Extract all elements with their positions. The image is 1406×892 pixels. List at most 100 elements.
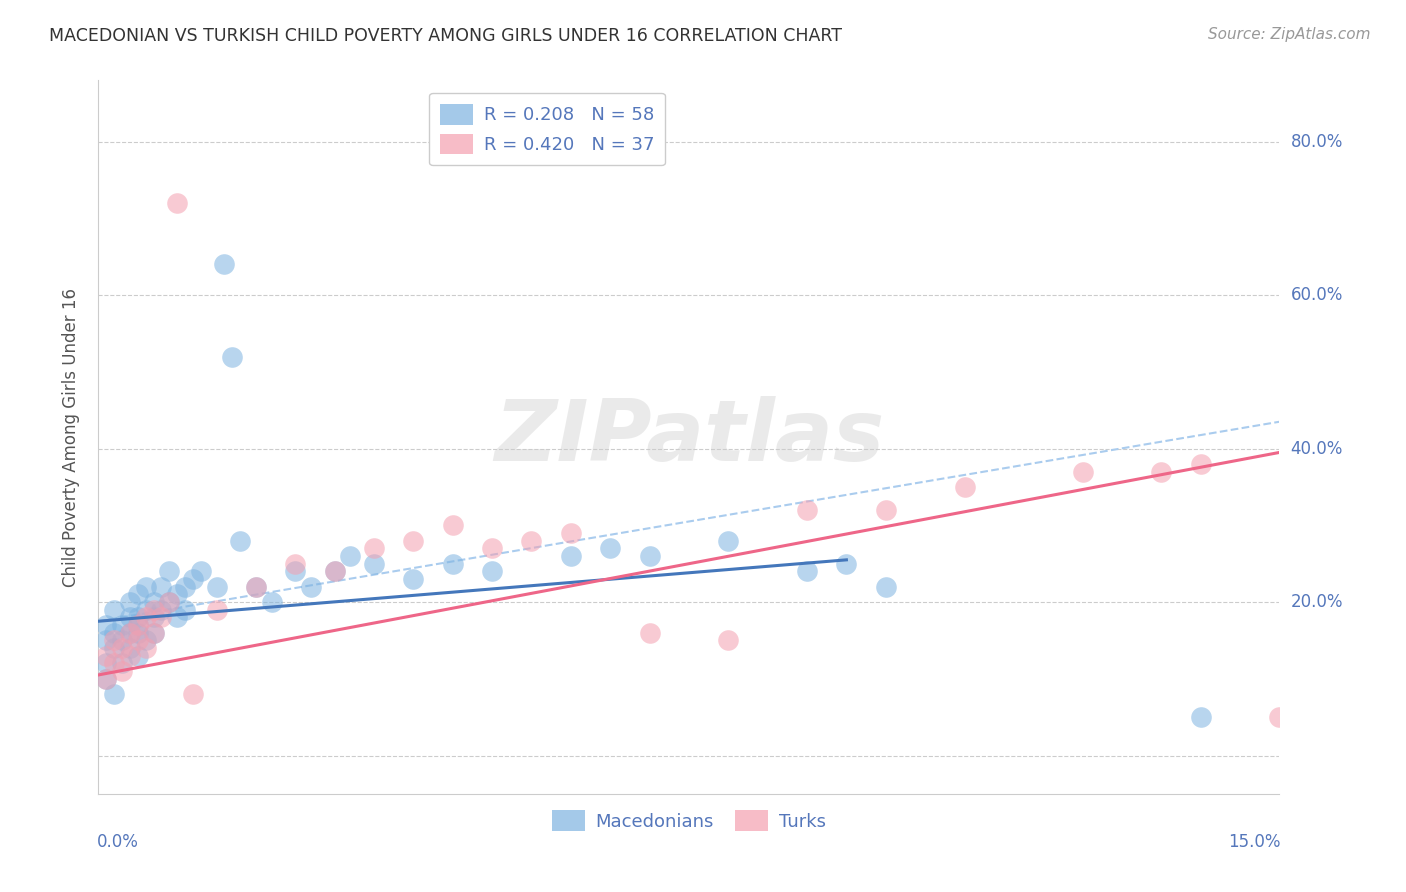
Text: 60.0%: 60.0% bbox=[1291, 286, 1343, 304]
Point bbox=[96, 672, 118, 686]
Point bbox=[96, 657, 118, 671]
Point bbox=[323, 565, 346, 579]
Point bbox=[560, 549, 582, 563]
Point bbox=[166, 587, 188, 601]
Point bbox=[118, 641, 141, 656]
Point bbox=[142, 610, 165, 624]
Point bbox=[157, 595, 180, 609]
Point bbox=[96, 633, 118, 648]
Point bbox=[520, 533, 543, 548]
Point bbox=[96, 618, 118, 632]
Point bbox=[229, 533, 252, 548]
Point bbox=[135, 580, 157, 594]
Text: ZIPatlas: ZIPatlas bbox=[494, 395, 884, 479]
Point bbox=[284, 557, 307, 571]
Point bbox=[717, 533, 740, 548]
Point bbox=[796, 565, 818, 579]
Point bbox=[441, 518, 464, 533]
Text: Source: ZipAtlas.com: Source: ZipAtlas.com bbox=[1208, 27, 1371, 42]
Point bbox=[638, 549, 661, 563]
Point bbox=[875, 580, 897, 594]
Point bbox=[111, 633, 134, 648]
Point bbox=[174, 580, 197, 594]
Text: 20.0%: 20.0% bbox=[1291, 593, 1343, 611]
Point bbox=[181, 687, 204, 701]
Point bbox=[402, 533, 425, 548]
Point bbox=[717, 633, 740, 648]
Point bbox=[96, 672, 118, 686]
Point bbox=[205, 580, 228, 594]
Point bbox=[127, 610, 149, 624]
Point bbox=[103, 657, 125, 671]
Point bbox=[118, 625, 141, 640]
Point bbox=[127, 618, 149, 632]
Point bbox=[111, 618, 134, 632]
Point bbox=[796, 503, 818, 517]
Point bbox=[103, 641, 125, 656]
Point bbox=[118, 648, 141, 663]
Point bbox=[142, 595, 165, 609]
Point bbox=[157, 565, 180, 579]
Point bbox=[221, 350, 243, 364]
Point bbox=[402, 572, 425, 586]
Point bbox=[135, 641, 157, 656]
Point bbox=[111, 664, 134, 678]
Point bbox=[1189, 710, 1212, 724]
Point bbox=[127, 625, 149, 640]
Legend: Macedonians, Turks: Macedonians, Turks bbox=[546, 803, 832, 838]
Point bbox=[135, 603, 157, 617]
Y-axis label: Child Poverty Among Girls Under 16: Child Poverty Among Girls Under 16 bbox=[62, 287, 80, 587]
Point bbox=[118, 625, 141, 640]
Point bbox=[560, 526, 582, 541]
Point bbox=[103, 603, 125, 617]
Point bbox=[150, 610, 173, 624]
Point bbox=[157, 595, 180, 609]
Point bbox=[166, 196, 188, 211]
Point bbox=[299, 580, 322, 594]
Point bbox=[135, 633, 157, 648]
Text: 40.0%: 40.0% bbox=[1291, 440, 1343, 458]
Text: 80.0%: 80.0% bbox=[1291, 133, 1343, 151]
Point bbox=[363, 541, 385, 556]
Point bbox=[150, 580, 173, 594]
Point bbox=[1268, 710, 1291, 724]
Point bbox=[205, 603, 228, 617]
Point bbox=[323, 565, 346, 579]
Point bbox=[150, 603, 173, 617]
Point bbox=[103, 687, 125, 701]
Point bbox=[127, 587, 149, 601]
Point bbox=[174, 603, 197, 617]
Point bbox=[599, 541, 621, 556]
Point bbox=[245, 580, 267, 594]
Point bbox=[190, 565, 212, 579]
Point bbox=[142, 625, 165, 640]
Point bbox=[481, 565, 503, 579]
Point bbox=[481, 541, 503, 556]
Point bbox=[1150, 465, 1173, 479]
Text: 0.0%: 0.0% bbox=[97, 833, 139, 851]
Point bbox=[103, 625, 125, 640]
Point bbox=[339, 549, 361, 563]
Point bbox=[127, 648, 149, 663]
Point bbox=[260, 595, 283, 609]
Point bbox=[638, 625, 661, 640]
Point bbox=[142, 603, 165, 617]
Point bbox=[142, 625, 165, 640]
Point bbox=[1189, 457, 1212, 471]
Point bbox=[245, 580, 267, 594]
Point bbox=[166, 610, 188, 624]
Point bbox=[111, 641, 134, 656]
Point bbox=[214, 257, 236, 271]
Point bbox=[103, 633, 125, 648]
Point bbox=[441, 557, 464, 571]
Point bbox=[118, 610, 141, 624]
Point bbox=[835, 557, 858, 571]
Text: 15.0%: 15.0% bbox=[1229, 833, 1281, 851]
Point bbox=[363, 557, 385, 571]
Point bbox=[127, 633, 149, 648]
Point bbox=[284, 565, 307, 579]
Point bbox=[118, 595, 141, 609]
Point bbox=[181, 572, 204, 586]
Point bbox=[127, 618, 149, 632]
Point bbox=[875, 503, 897, 517]
